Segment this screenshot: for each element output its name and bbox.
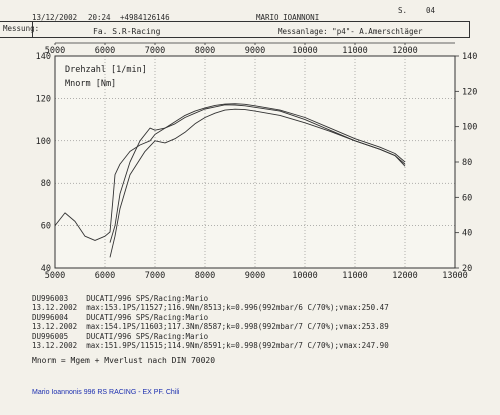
bottom-tick-label: 12000: [392, 271, 418, 281]
din-footnote: Mnorm = Mgem + Mverlust nach DIN 70020: [32, 356, 216, 365]
messanlage-label: Messanlage: "p4"- A.Amerschläger: [278, 27, 423, 36]
left-tick-label: 120: [36, 94, 51, 104]
left-tick-label: 100: [36, 137, 51, 147]
run-detail: max:153.1PS/11527;116.9Nm/8513;k=0.996(9…: [86, 303, 389, 313]
left-tick-label: 80: [41, 179, 51, 189]
run-row: 13.12.2002 max:154.1PS/11603;117.3Nm/858…: [32, 322, 389, 331]
header-page-number: 04: [426, 6, 436, 15]
run-date: 13.12.2002: [32, 303, 78, 313]
chart-legend: Drehzahl [1/min] Mnorm [Nm]: [65, 65, 147, 89]
handwritten-caption: Mario Ioannonis 996 RS RACING - EX PF. C…: [32, 389, 180, 396]
legend-torque-label: Mnorm [Nm]: [65, 79, 116, 89]
messung-label: Messung:: [3, 24, 40, 33]
header-time: 20:24: [88, 13, 111, 22]
run-id: DU996005: [32, 331, 69, 341]
torque-curve-2: [109, 103, 406, 243]
run-model: DUCATI/996 SPS/Racing:Mario: [86, 331, 209, 341]
run-model: DUCATI/996 SPS/Racing:Mario: [86, 312, 209, 322]
bottom-tick-label: 5000: [45, 271, 65, 281]
left-tick-label: 140: [36, 52, 51, 62]
left-tick-label: 60: [41, 222, 51, 232]
chart-curves: [54, 103, 406, 258]
bottom-tick-label: 11000: [342, 271, 368, 281]
header-box-divider: [32, 21, 33, 37]
header-date: 13/12/2002: [32, 13, 78, 22]
run-id: DU996003: [32, 294, 69, 303]
right-tick-label: 140: [462, 52, 477, 62]
run-row: 13.12.2002 max:151.9PS/11515;114.9Nm/859…: [32, 341, 389, 350]
top-tick-label: 9000: [245, 46, 265, 56]
header-phone: +4984126146: [120, 13, 170, 22]
top-tick-label: 12000: [392, 46, 418, 56]
top-tick-label: 10000: [292, 46, 318, 56]
bottom-tick-label: 9000: [245, 271, 265, 281]
run-date: 13.12.2002: [32, 322, 78, 332]
run-model: DUCATI/996 SPS/Racing:Mario: [86, 294, 209, 303]
run-date: 13.12.2002: [32, 341, 78, 351]
left-tick-label: 40: [41, 264, 51, 274]
header-box-bottom: [0, 37, 470, 38]
run-list: DU996003 DUCATI/996 SPS/Racing:Mario 13.…: [32, 294, 389, 350]
header-page-label: S.: [398, 6, 408, 15]
run-detail: max:151.9PS/11515;114.9Nm/8591;k=0.998(9…: [86, 341, 389, 351]
top-tick-label: 6000: [95, 46, 115, 56]
right-tick-label: 40: [462, 229, 472, 239]
bottom-tick-label: 6000: [95, 271, 115, 281]
bottom-tick-label: 8000: [195, 271, 215, 281]
header-box-right: [469, 21, 470, 37]
right-tick-label: 120: [462, 87, 477, 97]
right-tick-label: 20: [462, 264, 472, 274]
run-row: 13.12.2002 max:153.1PS/11527;116.9Nm/851…: [32, 303, 389, 312]
header-name: MARIO IOANNONI: [256, 13, 320, 22]
run-row: DU996003 DUCATI/996 SPS/Racing:Mario: [32, 294, 389, 303]
top-tick-label: 11000: [342, 46, 368, 56]
run-id: DU996004: [32, 312, 69, 322]
right-tick-label: 80: [462, 158, 472, 168]
bottom-tick-label: 10000: [292, 271, 318, 281]
top-tick-label: 5000: [45, 46, 65, 56]
torque-curve-1: [54, 104, 406, 241]
bottom-tick-label: 7000: [145, 271, 165, 281]
firm-name: Fa. S.R-Racing: [93, 27, 161, 36]
top-tick-label: 8000: [195, 46, 215, 56]
bottom-tick-label: 13000: [442, 271, 468, 281]
header-box-top: [0, 21, 470, 22]
run-row: DU996005 DUCATI/996 SPS/Racing:Mario: [32, 332, 389, 341]
legend-rpm-label: Drehzahl [1/min]: [65, 65, 147, 75]
top-tick-label: 7000: [145, 46, 165, 56]
right-tick-label: 100: [462, 123, 477, 133]
right-tick-label: 60: [462, 193, 472, 203]
run-row: DU996004 DUCATI/996 SPS/Racing:Mario: [32, 313, 389, 322]
chart-ticks: 5000 6000 7000 8000 9000 10000 11000 12000 5000 6…: [36, 43, 477, 281]
run-detail: max:154.1PS/11603;117.3Nm/8587;k=0.998(9…: [86, 322, 389, 332]
torque-curve-3: [109, 108, 406, 258]
